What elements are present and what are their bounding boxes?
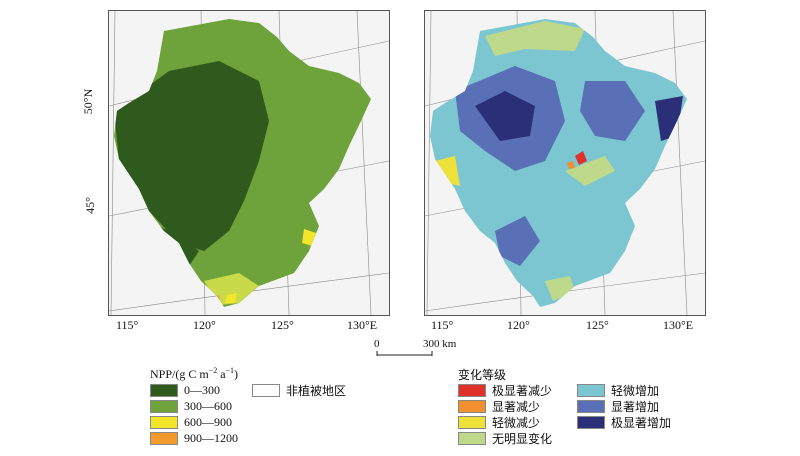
x-tick-115-left: 115°: [116, 318, 139, 332]
change-legend-item: 极显著减少: [458, 383, 552, 398]
change-map-panel: [424, 10, 706, 316]
legend-swatch: [458, 431, 486, 445]
x-tick-120-right: 120°: [507, 318, 530, 332]
npp-map: [109, 11, 389, 315]
change-legend-title: 变化等级: [458, 368, 507, 382]
legend-swatch: [458, 415, 486, 429]
x-tick-130-right: 130°E: [663, 318, 694, 332]
change-legend-item: 轻微增加: [577, 383, 659, 398]
legend-swatch: [577, 383, 605, 397]
x-tick-115-right: 115°: [431, 318, 454, 332]
x-tick-120-left: 120°: [193, 318, 216, 332]
legend-swatch: [150, 431, 178, 445]
legend-swatch: [150, 415, 178, 429]
y-tick-50n: 50°N: [81, 88, 96, 115]
npp-legend-item: 600—900: [150, 415, 232, 429]
npp-region: [114, 19, 371, 307]
change-legend-item: 显著增加: [577, 399, 659, 414]
x-tick-125-left: 125°: [271, 318, 294, 332]
npp-legend-item: 0—300: [150, 383, 220, 397]
y-tick-45: 45°: [82, 197, 97, 214]
change-region: [430, 19, 687, 307]
legend-swatch: [577, 399, 605, 413]
change-legend-item: 显著减少: [458, 399, 540, 414]
npp-legend-item: 300—600: [150, 399, 232, 413]
scalebar-start-label: 0: [374, 338, 380, 350]
legend-swatch: [577, 415, 605, 429]
legend-swatch: [458, 383, 486, 397]
npp-legend-nonveg: 非植被地区: [252, 383, 346, 398]
x-tick-130-left: 130°E: [347, 318, 378, 332]
change-legend-item: 无明显变化: [458, 431, 552, 446]
change-legend-item: 极显著增加: [577, 415, 671, 430]
npp-legend-item: 900—1200: [150, 431, 238, 445]
scalebar-end-label: 300 km: [423, 338, 457, 350]
legend-swatch: [150, 383, 178, 397]
npp-legend-title: NPP/(g C m−2 a−1): [150, 366, 239, 381]
change-map: [425, 11, 705, 315]
change-legend-item: 轻微减少: [458, 415, 540, 430]
legend-swatch: [252, 383, 280, 397]
npp-map-panel: [108, 10, 390, 316]
x-tick-125-right: 125°: [586, 318, 609, 332]
scalebar: [376, 351, 433, 356]
legend-swatch: [458, 399, 486, 413]
legend-swatch: [150, 399, 178, 413]
